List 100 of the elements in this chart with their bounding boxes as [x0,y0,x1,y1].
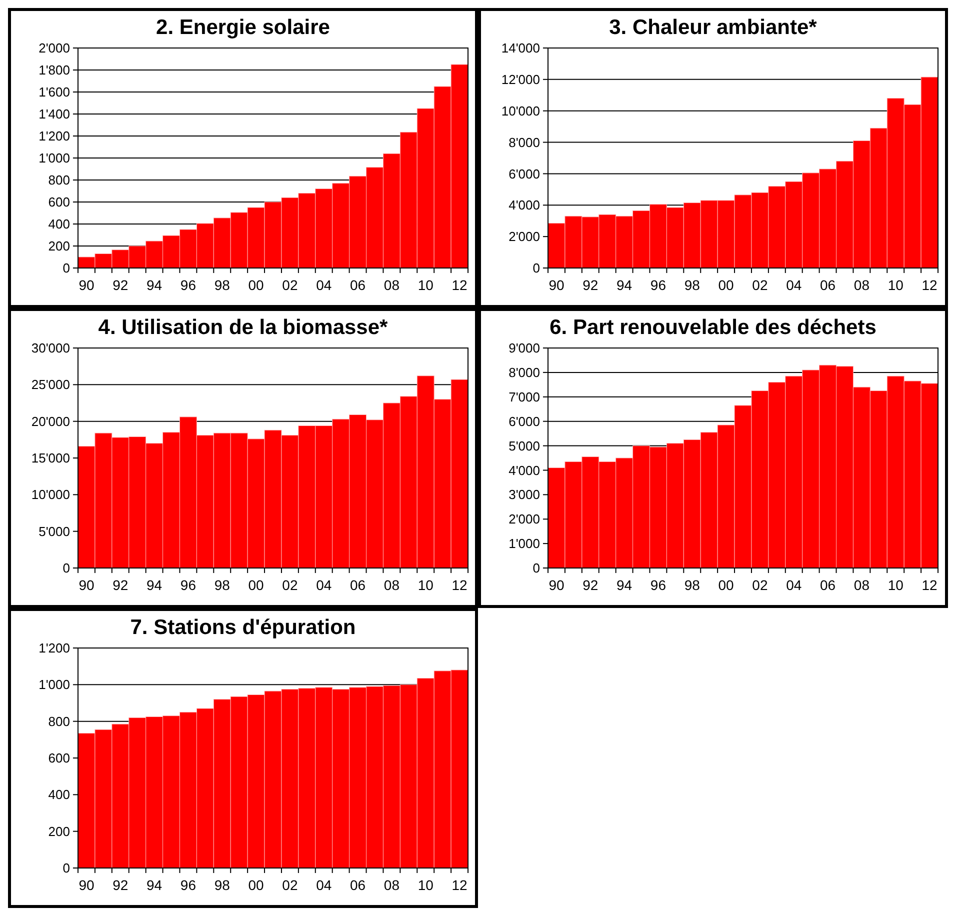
x-tick-label: 08 [384,277,400,293]
x-tick-label: 04 [316,877,332,893]
x-tick-label: 92 [582,577,598,593]
y-tick-label: 0 [532,560,540,576]
chart-title: 4. Utilisation de la biomasse* [98,316,389,339]
x-tick-label: 04 [786,577,802,593]
y-tick-label: 3'000 [508,487,540,502]
x-tick-label: 98 [684,277,700,293]
y-tick-label: 0 [62,860,70,876]
x-tick-label: 94 [146,277,162,293]
y-tick-label: 800 [48,714,70,729]
x-tick-label: 94 [146,577,162,593]
x-tick-label: 00 [718,577,734,593]
x-tick-label: 08 [854,277,870,293]
x-tick-label: 98 [214,277,230,293]
y-tick-label: 2'000 [38,40,70,56]
x-tick-label: 06 [350,277,366,293]
chart-title: 3. Chaleur ambiante* [609,16,818,39]
chart-title: 6. Part renouvelable des déchets [550,316,876,339]
x-tick-label: 92 [112,577,128,593]
x-tick-label: 06 [350,577,366,593]
x-tick-label: 08 [384,877,400,893]
x-tick-label: 06 [820,577,836,593]
y-tick-label: 2'000 [508,229,540,244]
x-tick-label: 90 [78,277,94,293]
y-tick-label: 30'000 [31,340,70,356]
y-tick-label: 5'000 [38,524,70,539]
x-tick-label: 10 [418,877,434,893]
x-tick-label: 00 [248,277,264,293]
y-tick-label: 4'000 [508,462,540,478]
y-tick-label: 12'000 [501,72,540,87]
x-tick-label: 00 [248,877,264,893]
y-tick-label: 200 [48,824,70,839]
x-tick-label: 10 [888,277,904,293]
y-tick-label: 10'000 [501,103,540,118]
y-tick-label: 1'400 [38,106,70,122]
x-tick-label: 94 [616,577,632,593]
x-tick-label: 96 [180,877,196,893]
y-tick-label: 8'000 [508,134,540,150]
x-tick-label: 10 [418,577,434,593]
x-tick-label: 04 [786,277,802,293]
x-tick-label: 04 [316,577,332,593]
x-tick-label: 94 [616,277,632,293]
x-tick-label: 92 [112,877,128,893]
x-tick-label: 12 [452,877,468,893]
x-tick-label: 12 [922,577,938,593]
y-tick-label: 20'000 [31,414,70,429]
y-tick-label: 5'000 [508,438,540,454]
x-tick-label: 96 [180,577,196,593]
y-tick-label: 15'000 [31,450,70,466]
x-tick-label: 02 [282,577,298,593]
x-tick-label: 98 [214,877,230,893]
x-tick-label: 90 [548,277,564,293]
x-tick-label: 92 [582,277,598,293]
y-tick-label: 9'000 [508,340,540,356]
y-tick-label: 200 [48,238,70,254]
x-tick-label: 04 [316,277,332,293]
x-tick-label: 02 [752,277,768,293]
y-tick-label: 14'000 [501,40,540,56]
y-tick-label: 600 [48,750,70,766]
x-tick-label: 12 [452,577,468,593]
y-tick-label: 6'000 [508,166,540,182]
x-tick-label: 92 [112,277,128,293]
x-tick-label: 98 [684,577,700,593]
y-tick-label: 0 [62,260,70,276]
x-tick-label: 96 [650,277,666,293]
y-tick-label: 0 [532,260,540,276]
y-tick-label: 400 [48,787,70,802]
y-tick-label: 600 [48,194,70,210]
x-tick-label: 08 [854,577,870,593]
x-tick-label: 08 [384,577,400,593]
y-tick-label: 8'000 [508,364,540,380]
x-tick-label: 96 [650,577,666,593]
chart-title: 7. Stations d'épuration [130,616,356,639]
x-tick-label: 98 [214,577,230,593]
y-tick-label: 1'200 [38,128,70,144]
x-tick-label: 02 [282,877,298,893]
y-tick-label: 4'000 [508,198,540,213]
y-tick-label: 10'000 [31,487,70,502]
x-tick-label: 12 [922,277,938,293]
x-tick-label: 02 [282,277,298,293]
y-tick-label: 0 [62,560,70,576]
x-tick-label: 00 [248,577,264,593]
y-tick-label: 1'000 [38,150,70,166]
x-tick-label: 12 [452,277,468,293]
x-tick-label: 90 [78,577,94,593]
y-tick-label: 1'000 [38,677,70,692]
y-tick-label: 7'000 [508,389,540,404]
y-tick-label: 1'000 [508,536,540,552]
y-tick-label: 6'000 [508,414,540,429]
y-tick-label: 1'200 [38,640,70,656]
y-tick-label: 400 [48,216,70,232]
x-tick-label: 10 [418,277,434,293]
x-tick-label: 10 [888,577,904,593]
x-tick-label: 06 [820,277,836,293]
chart-title: 2. Energie solaire [156,16,330,39]
y-tick-label: 1'600 [38,84,70,100]
y-tick-label: 1'800 [38,62,70,78]
x-tick-label: 02 [752,577,768,593]
x-tick-label: 06 [350,877,366,893]
